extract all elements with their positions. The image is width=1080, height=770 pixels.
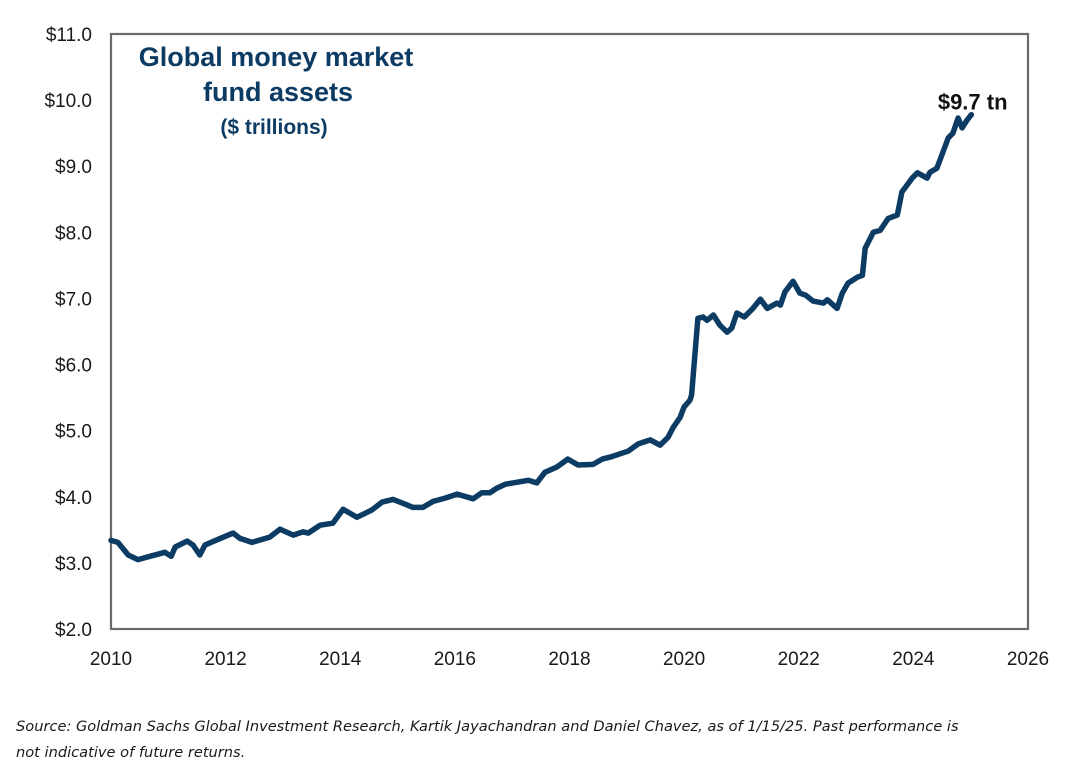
y-tick-label: $3.0 — [55, 554, 92, 575]
source-line-2: not indicative of future returns. — [16, 744, 246, 761]
chart-subtitle: ($ trillions) — [220, 116, 327, 139]
x-axis-tick-labels: 2010 2012 2014 2016 2018 2020 2022 2024 2026 — [90, 649, 1049, 670]
chart-title-line-1: Global money market — [139, 42, 414, 72]
y-tick-label: $4.0 — [55, 488, 92, 509]
x-tick-label: 2020 — [663, 649, 705, 670]
x-tick-label: 2010 — [90, 649, 132, 670]
x-tick-label: 2024 — [892, 649, 935, 670]
y-tick-label: $5.0 — [55, 422, 92, 443]
x-tick-label: 2018 — [548, 649, 590, 670]
x-tick-label: 2022 — [778, 649, 820, 670]
source-footnote: Source: Goldman Sachs Global Investment … — [16, 714, 1066, 766]
end-value-annotation: $9.7 tn — [938, 90, 1008, 115]
series-layer — [108, 111, 975, 563]
y-tick-label: $11.0 — [46, 25, 92, 46]
y-tick-label: $2.0 — [55, 620, 92, 641]
plot-area-frame — [109, 32, 1030, 631]
chart-title-line-2: fund assets — [203, 77, 353, 107]
y-axis-tick-labels: $2.0 $3.0 $4.0 $5.0 $6.0 $7.0 $8.0 $9.0 $10.0 $11… — [44, 25, 92, 641]
y-tick-label: $6.0 — [55, 356, 92, 377]
y-tick-label: $9.0 — [55, 157, 92, 178]
x-tick-label: 2012 — [204, 649, 246, 670]
x-tick-label: 2026 — [1007, 649, 1049, 670]
y-tick-label: $10.0 — [44, 91, 92, 112]
source-line-1: Source: Goldman Sachs Global Investment … — [16, 718, 959, 735]
x-tick-label: 2014 — [319, 649, 362, 670]
y-tick-label: $8.0 — [55, 223, 92, 244]
x-tick-label: 2016 — [434, 649, 476, 670]
y-tick-label: $7.0 — [55, 289, 92, 310]
money-market-chart: $2.0 $3.0 $4.0 $5.0 $6.0 $7.0 $8.0 $9.0 $10.0 $11… — [44, 25, 1049, 670]
series-line — [108, 111, 975, 563]
